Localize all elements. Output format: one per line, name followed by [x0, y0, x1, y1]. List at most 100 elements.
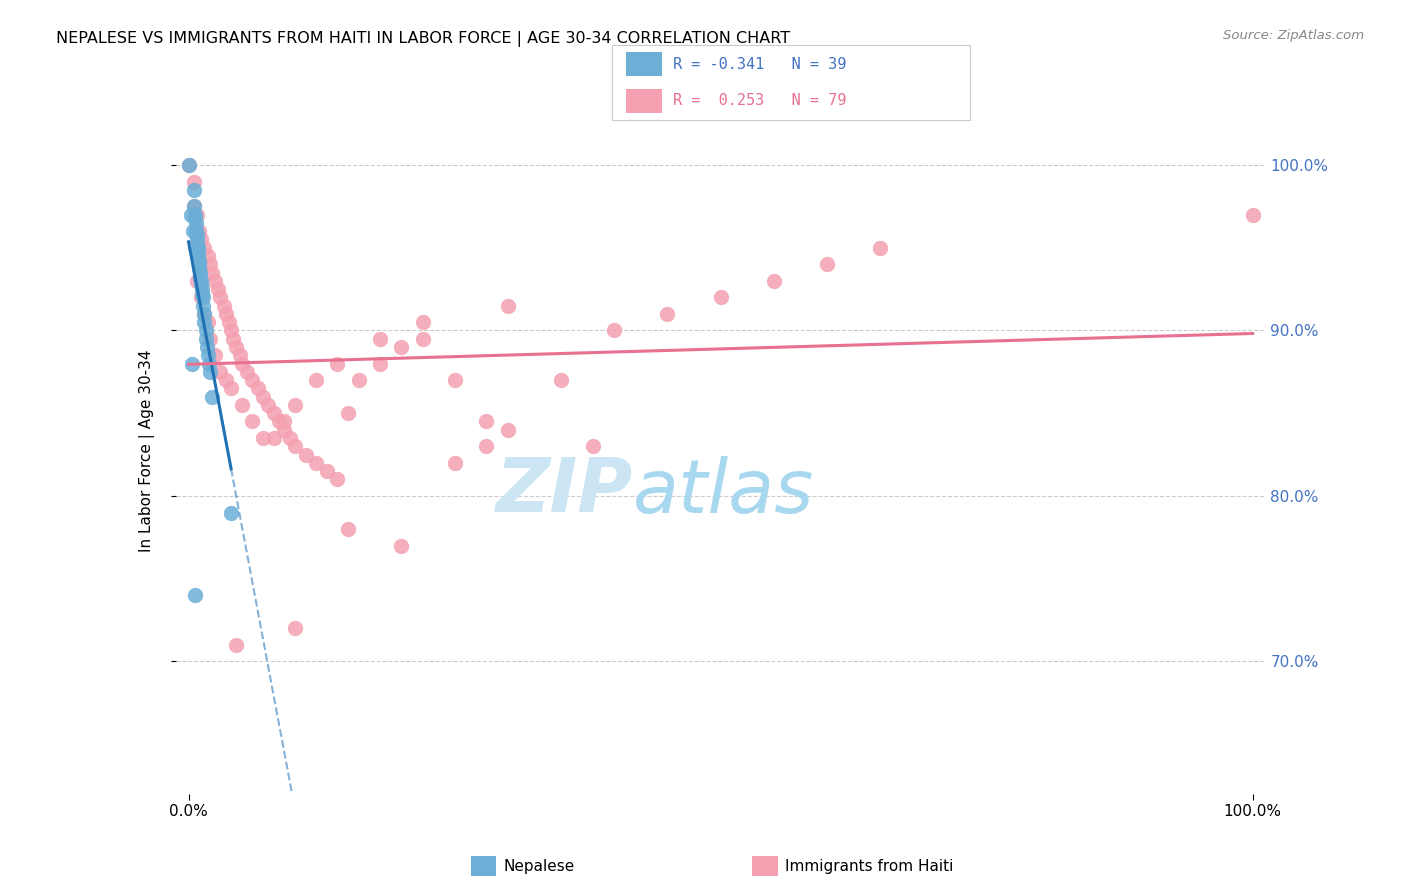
Point: [368, 357, 391, 371]
Point: [188, 257, 211, 271]
Point: [201, 266, 224, 280]
Point: [187, 249, 209, 263]
Point: [869, 241, 891, 255]
Point: [191, 282, 214, 296]
Point: [188, 224, 211, 238]
Point: [1241, 208, 1264, 222]
Point: [215, 307, 238, 321]
Point: [193, 241, 215, 255]
Point: [657, 307, 679, 321]
Point: [443, 456, 465, 470]
Point: [180, 208, 202, 222]
Point: [177, 158, 200, 172]
Point: [225, 638, 247, 652]
Point: [184, 216, 207, 230]
Point: [284, 398, 307, 412]
Point: [190, 277, 212, 292]
Point: [194, 323, 217, 337]
Point: [183, 820, 205, 834]
Point: [195, 340, 218, 354]
Point: [190, 290, 212, 304]
Bar: [626, 52, 662, 77]
Point: [188, 260, 211, 275]
Point: [197, 315, 219, 329]
Point: [183, 174, 205, 188]
Point: [337, 406, 360, 420]
Y-axis label: In Labor Force | Age 30-34: In Labor Force | Age 30-34: [139, 349, 155, 552]
Point: [762, 274, 785, 288]
Point: [443, 373, 465, 387]
Point: [198, 332, 221, 346]
Point: [201, 390, 224, 404]
Point: [710, 290, 733, 304]
Point: [252, 431, 274, 445]
Point: [263, 431, 285, 445]
Point: [326, 357, 349, 371]
Point: [389, 340, 412, 354]
Point: [278, 431, 301, 445]
Point: [183, 183, 205, 197]
Point: [240, 373, 263, 387]
Point: [184, 208, 207, 222]
Point: [188, 257, 211, 271]
Bar: [626, 88, 662, 112]
Point: [197, 357, 219, 371]
Point: [294, 448, 316, 462]
Point: [240, 415, 263, 429]
Point: [412, 315, 434, 329]
Point: [183, 199, 205, 213]
Point: [337, 522, 360, 536]
Point: [315, 464, 337, 478]
Text: Source: ZipAtlas.com: Source: ZipAtlas.com: [1223, 29, 1364, 42]
Point: [231, 357, 253, 371]
Point: [231, 398, 253, 412]
Point: [582, 439, 605, 453]
Text: ZIP: ZIP: [496, 455, 633, 528]
Point: [180, 357, 202, 371]
Point: [218, 315, 240, 329]
Point: [198, 257, 221, 271]
Point: [284, 621, 307, 635]
Point: [550, 373, 572, 387]
Point: [209, 365, 232, 379]
Point: [273, 415, 295, 429]
Point: [219, 506, 242, 520]
Text: R = -0.341   N = 39: R = -0.341 N = 39: [672, 57, 846, 72]
Point: [183, 199, 205, 213]
Point: [177, 158, 200, 172]
Point: [412, 332, 434, 346]
Point: [184, 211, 207, 225]
Point: [236, 365, 259, 379]
Point: [188, 266, 211, 280]
Point: [257, 398, 280, 412]
Point: [305, 373, 328, 387]
Point: [496, 299, 519, 313]
Point: [187, 244, 209, 258]
Point: [219, 381, 242, 395]
Point: [252, 390, 274, 404]
Point: [193, 299, 215, 313]
Point: [184, 588, 207, 602]
Point: [389, 539, 412, 553]
Point: [193, 290, 215, 304]
Point: [326, 472, 349, 486]
Point: [305, 456, 328, 470]
Point: [273, 423, 295, 437]
Point: [198, 365, 221, 379]
Point: [225, 340, 247, 354]
Point: [193, 307, 215, 321]
Point: [188, 254, 211, 268]
Point: [187, 241, 209, 255]
Point: [186, 232, 208, 246]
Point: [184, 224, 207, 238]
Point: [186, 208, 208, 222]
Point: [603, 323, 626, 337]
Point: [204, 274, 226, 288]
Point: [207, 282, 229, 296]
Point: [193, 315, 215, 329]
Point: [267, 415, 290, 429]
Point: [194, 332, 217, 346]
Point: [193, 307, 215, 321]
Point: [222, 332, 245, 346]
Point: [190, 274, 212, 288]
